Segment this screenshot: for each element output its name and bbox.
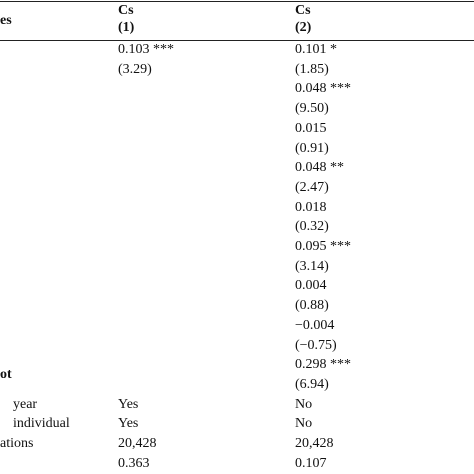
column-number: (2) bbox=[295, 20, 312, 35]
cell: No bbox=[295, 396, 313, 412]
cell: −0.004 bbox=[295, 317, 335, 333]
cell: 0.048 ** bbox=[295, 160, 344, 176]
top-rule bbox=[0, 1, 474, 2]
column-number: (1) bbox=[118, 20, 135, 35]
column-name: Cs bbox=[295, 3, 311, 18]
cell: (2.47) bbox=[295, 179, 329, 195]
cell: (0.88) bbox=[295, 298, 329, 314]
cell: 0.101 * bbox=[295, 42, 337, 57]
cell: 20,428 bbox=[295, 436, 334, 451]
cell: 0.004 bbox=[295, 278, 327, 294]
cell: (6.94) bbox=[295, 376, 329, 392]
cell: (−0.75) bbox=[295, 337, 337, 353]
cell: 0.107 bbox=[295, 455, 327, 471]
cell: 0.103 *** bbox=[118, 42, 174, 57]
cell: 0.298 *** bbox=[295, 357, 351, 373]
cell: Yes bbox=[118, 416, 139, 432]
row-label: year bbox=[13, 396, 38, 412]
cell: (3.29) bbox=[118, 61, 152, 77]
row-label: ot bbox=[0, 367, 12, 383]
cell: 0.363 bbox=[118, 455, 150, 471]
column-name: Cs bbox=[118, 3, 134, 18]
cell: (0.91) bbox=[295, 140, 329, 156]
cell: (0.32) bbox=[295, 219, 329, 235]
cell: 0.018 bbox=[295, 199, 327, 215]
header-rule bbox=[0, 40, 474, 41]
cell: 20,428 bbox=[118, 436, 157, 451]
cell: 0.048 *** bbox=[295, 81, 351, 97]
cell: Yes bbox=[118, 396, 139, 412]
header-label: es bbox=[0, 13, 12, 28]
cell: No bbox=[295, 416, 313, 432]
row-label: ations bbox=[0, 436, 34, 451]
cell: (3.14) bbox=[295, 258, 329, 274]
cell: (9.50) bbox=[295, 101, 329, 117]
row-label: individual bbox=[13, 416, 70, 432]
cell: (1.85) bbox=[295, 61, 329, 77]
cell: 0.095 *** bbox=[295, 239, 351, 254]
cell: 0.015 bbox=[295, 120, 327, 136]
